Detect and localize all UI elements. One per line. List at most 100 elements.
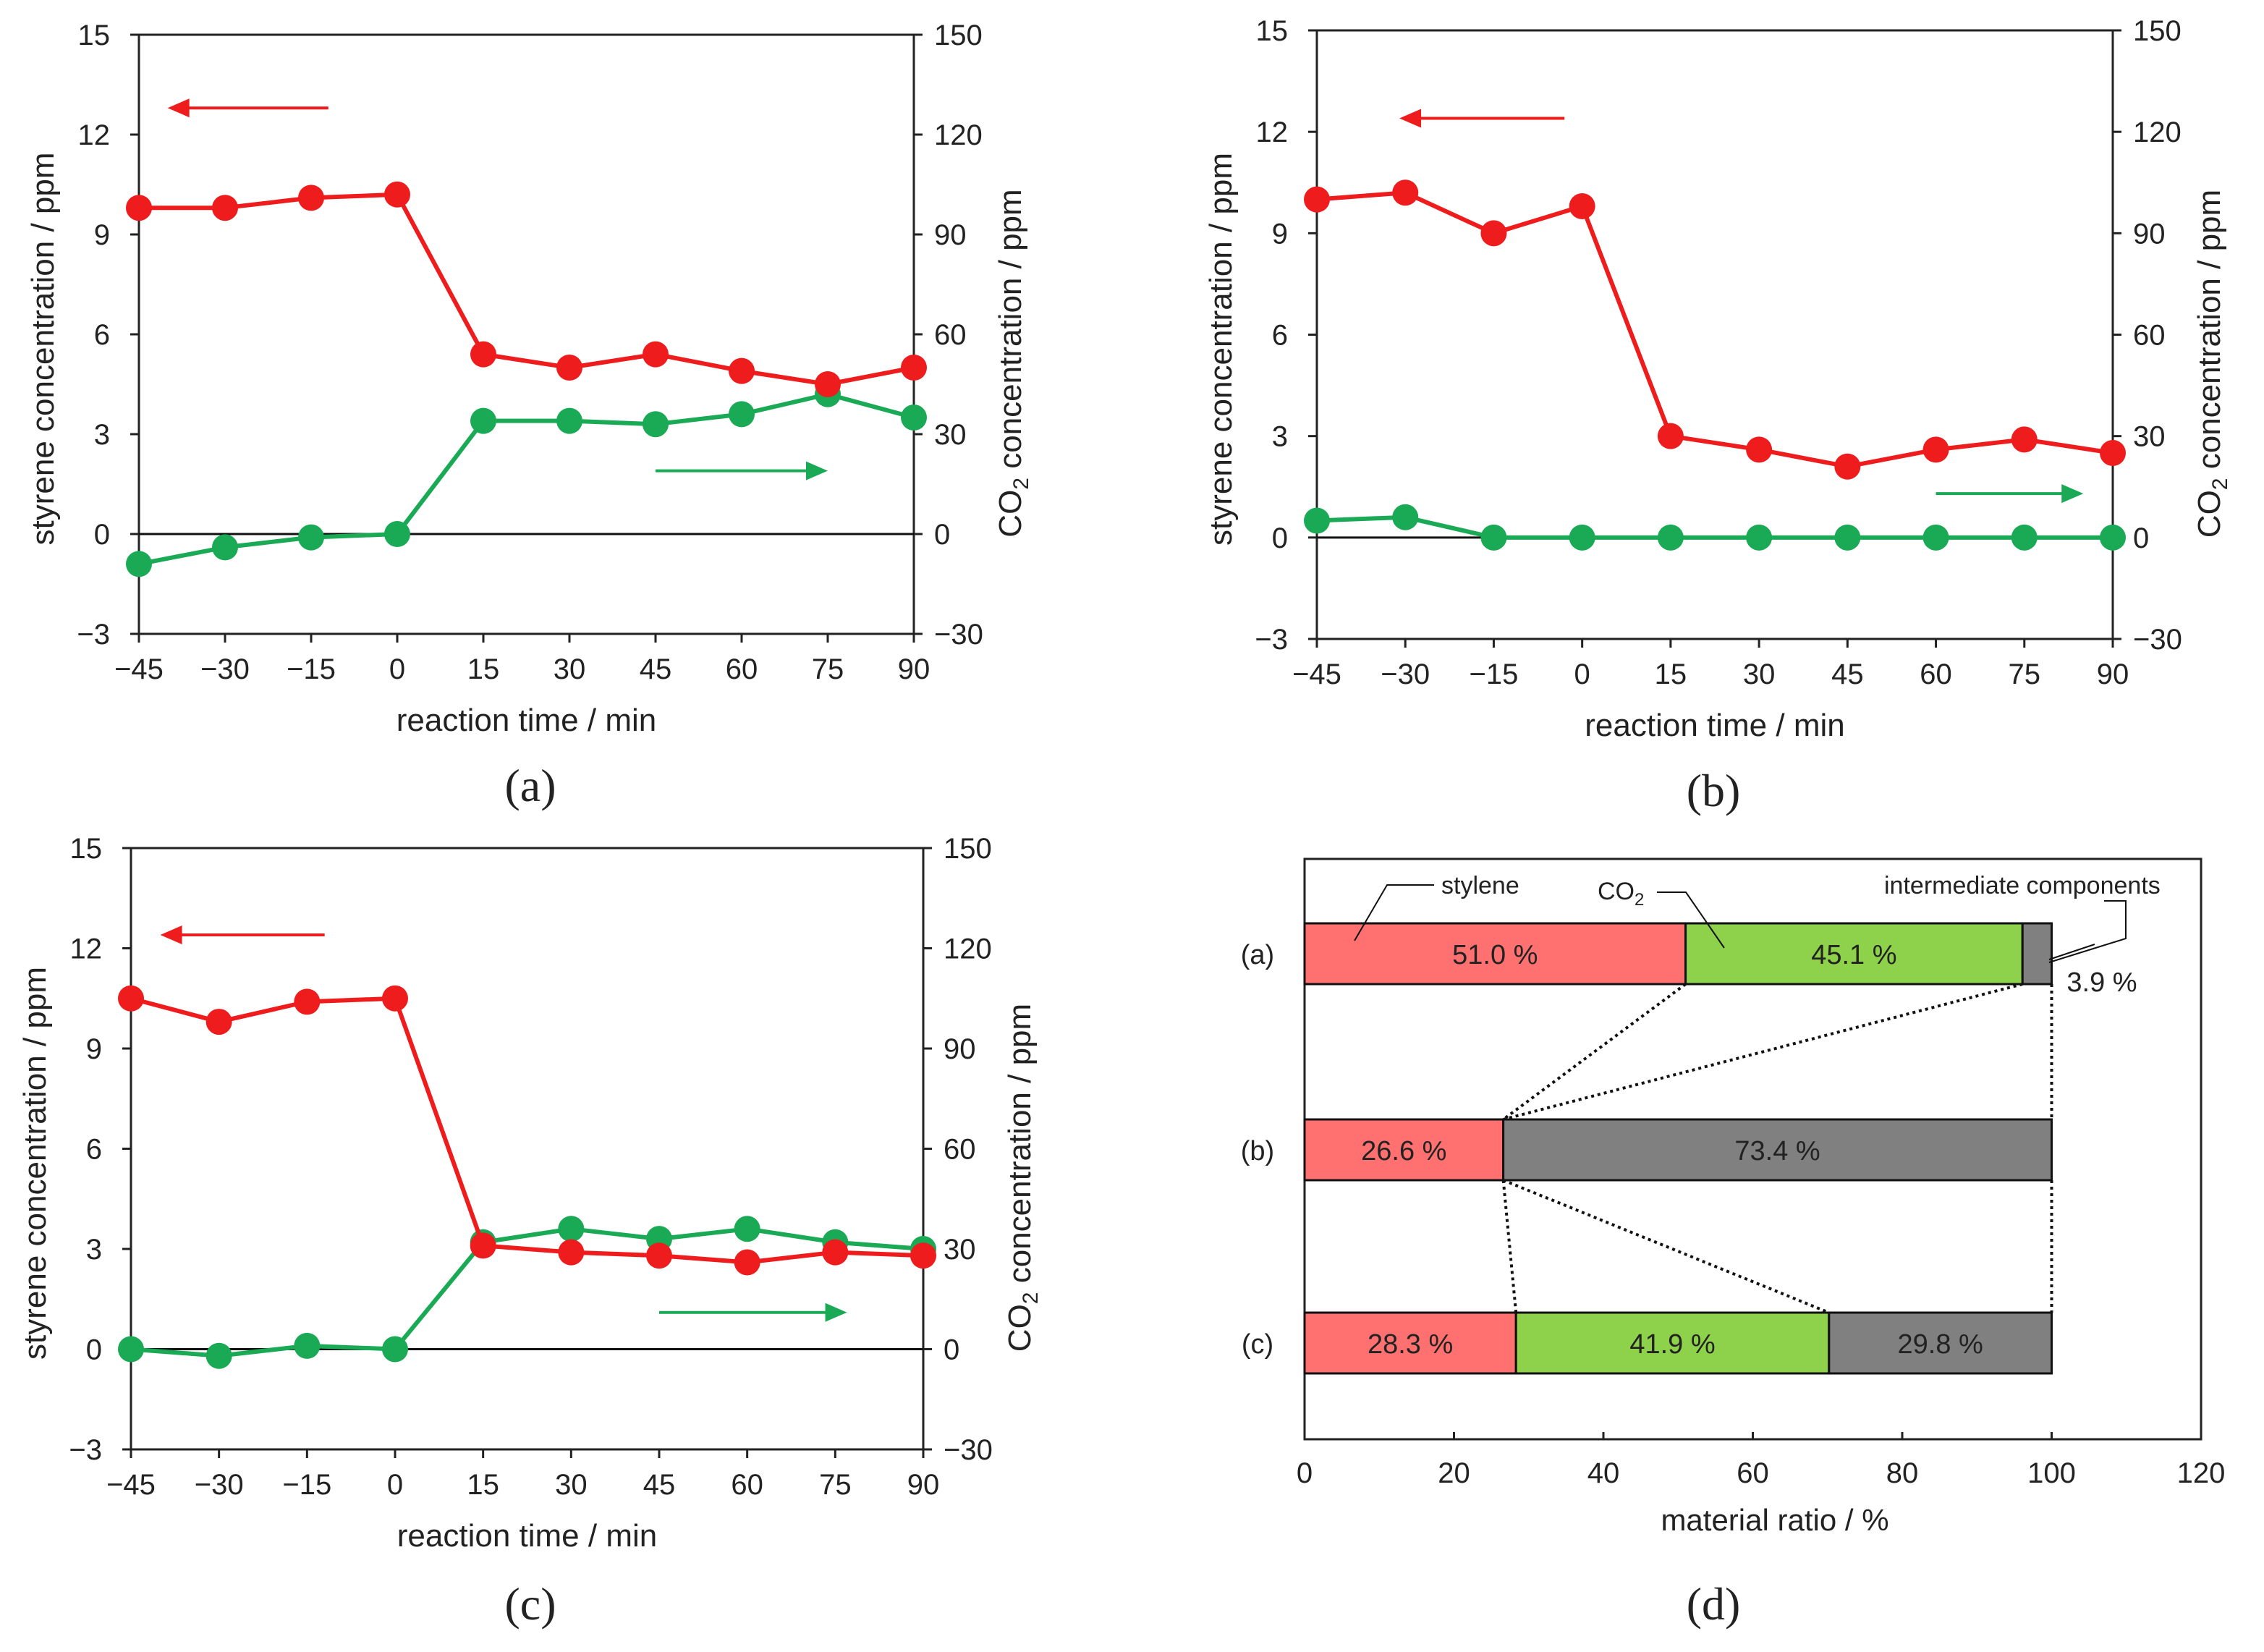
arrow-styrene-left-icon: [167, 98, 190, 118]
y-left-tick-label: 12: [1256, 117, 1289, 148]
series-line-styrene: [130, 996, 924, 1265]
x-tick-label: 75: [812, 653, 844, 685]
annotation-co2-leader: [1657, 891, 1725, 949]
y-right-tick-label: −30: [934, 619, 983, 651]
y-right-title-part: concentration / ppm: [1002, 1004, 1038, 1292]
y-right-axis-title: CO2 concentration / ppm: [1002, 1004, 1043, 1352]
y-left-tick-label: 15: [1256, 15, 1289, 47]
y-left-tick-label: −3: [77, 619, 110, 651]
x-tick-label: −45: [106, 1469, 156, 1501]
data-point-styrene: [815, 371, 841, 397]
data-point-CO2: [126, 551, 152, 577]
data-point-styrene: [2011, 426, 2038, 453]
y-right-tick-label: 60: [934, 319, 967, 351]
data-point-CO2: [729, 401, 755, 428]
series-line-CO2: [138, 391, 915, 567]
bar-segment-styrene: [1303, 1311, 1517, 1375]
category-label: (c): [1242, 1329, 1273, 1360]
y-right-tick-label: 0: [2133, 522, 2149, 554]
y-left-tick-label: 6: [86, 1134, 102, 1166]
y-right-tick-label: 150: [944, 833, 992, 865]
y-left-tick-label: 6: [94, 319, 110, 351]
data-point-CO2: [212, 534, 238, 561]
y-right-tick-label: 30: [2133, 421, 2166, 453]
y-right-title-part: concentration / ppm: [2192, 190, 2227, 478]
y-right-title-part: concentration / ppm: [993, 189, 1028, 478]
y-right-title-subscript: 2: [1009, 478, 1033, 490]
y-right-tick-label: 90: [944, 1033, 976, 1065]
y-left-tick-label: 3: [86, 1234, 102, 1266]
data-point-styrene: [2100, 440, 2126, 467]
y-left-tick-label: 0: [1272, 522, 1288, 554]
x-tick-label: −30: [1381, 658, 1430, 690]
data-point-styrene: [643, 341, 669, 368]
connector-line: [1502, 1179, 1830, 1314]
bar-data-label: 28.3 %: [1368, 1329, 1453, 1360]
data-point-CO2: [470, 407, 496, 434]
series-line-styrene: [1316, 190, 2114, 469]
y-left-tick-label: 3: [1272, 421, 1288, 453]
data-point-CO2: [298, 524, 324, 551]
data-point-styrene: [382, 985, 408, 1012]
x-tick-label: 80: [1886, 1457, 1919, 1489]
bar-segment-intermediate: [2021, 922, 2053, 986]
y-left-tick-label: −3: [69, 1434, 102, 1466]
y-right-tick-label: 150: [2133, 15, 2182, 47]
data-point-styrene: [1746, 436, 1773, 463]
y-left-axis-title: styrene concentration / ppm: [1203, 153, 1239, 546]
x-tick-label: 60: [726, 653, 758, 685]
bar-segment-styrene: [1303, 1118, 1505, 1182]
data-point-CO2: [382, 1336, 408, 1363]
data-point-CO2: [205, 1342, 232, 1369]
bar-data-label: 29.8 %: [1898, 1329, 1983, 1360]
data-point-styrene: [910, 1242, 936, 1269]
connector-line: [1502, 983, 1687, 1121]
x-tick-label: 60: [1737, 1457, 1769, 1489]
bar-segment-co2: [1514, 1311, 1831, 1375]
annotation-styrene-leader: [1354, 884, 1434, 941]
data-point-CO2: [558, 1216, 585, 1242]
x-tick-label: −30: [195, 1469, 244, 1501]
y-left-tick-label: 3: [94, 419, 110, 451]
data-point-styrene: [1569, 192, 1595, 219]
arrow-CO2-right-icon: [806, 461, 828, 480]
arrow-CO2-right-icon: [2061, 484, 2084, 504]
x-tick-label: −15: [1470, 658, 1519, 690]
y-right-tick-label: 120: [934, 119, 983, 151]
y-right-tick-label: 90: [934, 219, 967, 251]
data-point-styrene: [1657, 423, 1684, 449]
panel-caption: (d): [1687, 1578, 1741, 1630]
panel-caption: (b): [1687, 765, 1741, 816]
data-point-styrene: [470, 1232, 496, 1259]
data-point-CO2: [1304, 507, 1330, 534]
annotation-co2: CO2: [1598, 878, 1644, 910]
chart-panel-a: −45 −30 −15 0 15 30 45 60 75 90−303691215−3003060…: [25, 20, 1033, 811]
x-tick-label: −45: [1292, 658, 1341, 690]
data-point-CO2: [1392, 504, 1419, 530]
data-point-CO2: [118, 1336, 144, 1363]
y-right-tick-label: 0: [944, 1334, 959, 1366]
y-left-tick-label: 12: [78, 119, 111, 151]
x-tick-label: −15: [282, 1469, 331, 1501]
y-right-title-subscript: 2: [2208, 478, 2232, 490]
data-point-CO2: [643, 411, 669, 438]
data-point-styrene: [298, 185, 324, 211]
y-right-tick-label: 120: [944, 933, 992, 965]
series-line-CO2: [130, 1227, 924, 1358]
bar-data-label: 41.9 %: [1629, 1329, 1715, 1360]
bar-data-label: 26.6 %: [1361, 1136, 1446, 1166]
y-right-tick-label: 150: [934, 20, 983, 51]
x-tick-label: 45: [1831, 658, 1864, 690]
arrow-styrene-left-icon: [1399, 109, 1422, 128]
data-point-styrene: [294, 988, 321, 1015]
x-tick-label: 40: [1587, 1457, 1620, 1489]
bar-data-label: 45.1 %: [1811, 940, 1896, 970]
data-point-styrene: [470, 341, 496, 368]
x-tick-label: 90: [898, 653, 930, 685]
data-point-styrene: [126, 195, 152, 221]
data-point-styrene: [901, 355, 927, 381]
data-point-styrene: [1480, 220, 1507, 247]
category-label: (b): [1241, 1136, 1274, 1166]
data-point-CO2: [2100, 524, 2126, 551]
